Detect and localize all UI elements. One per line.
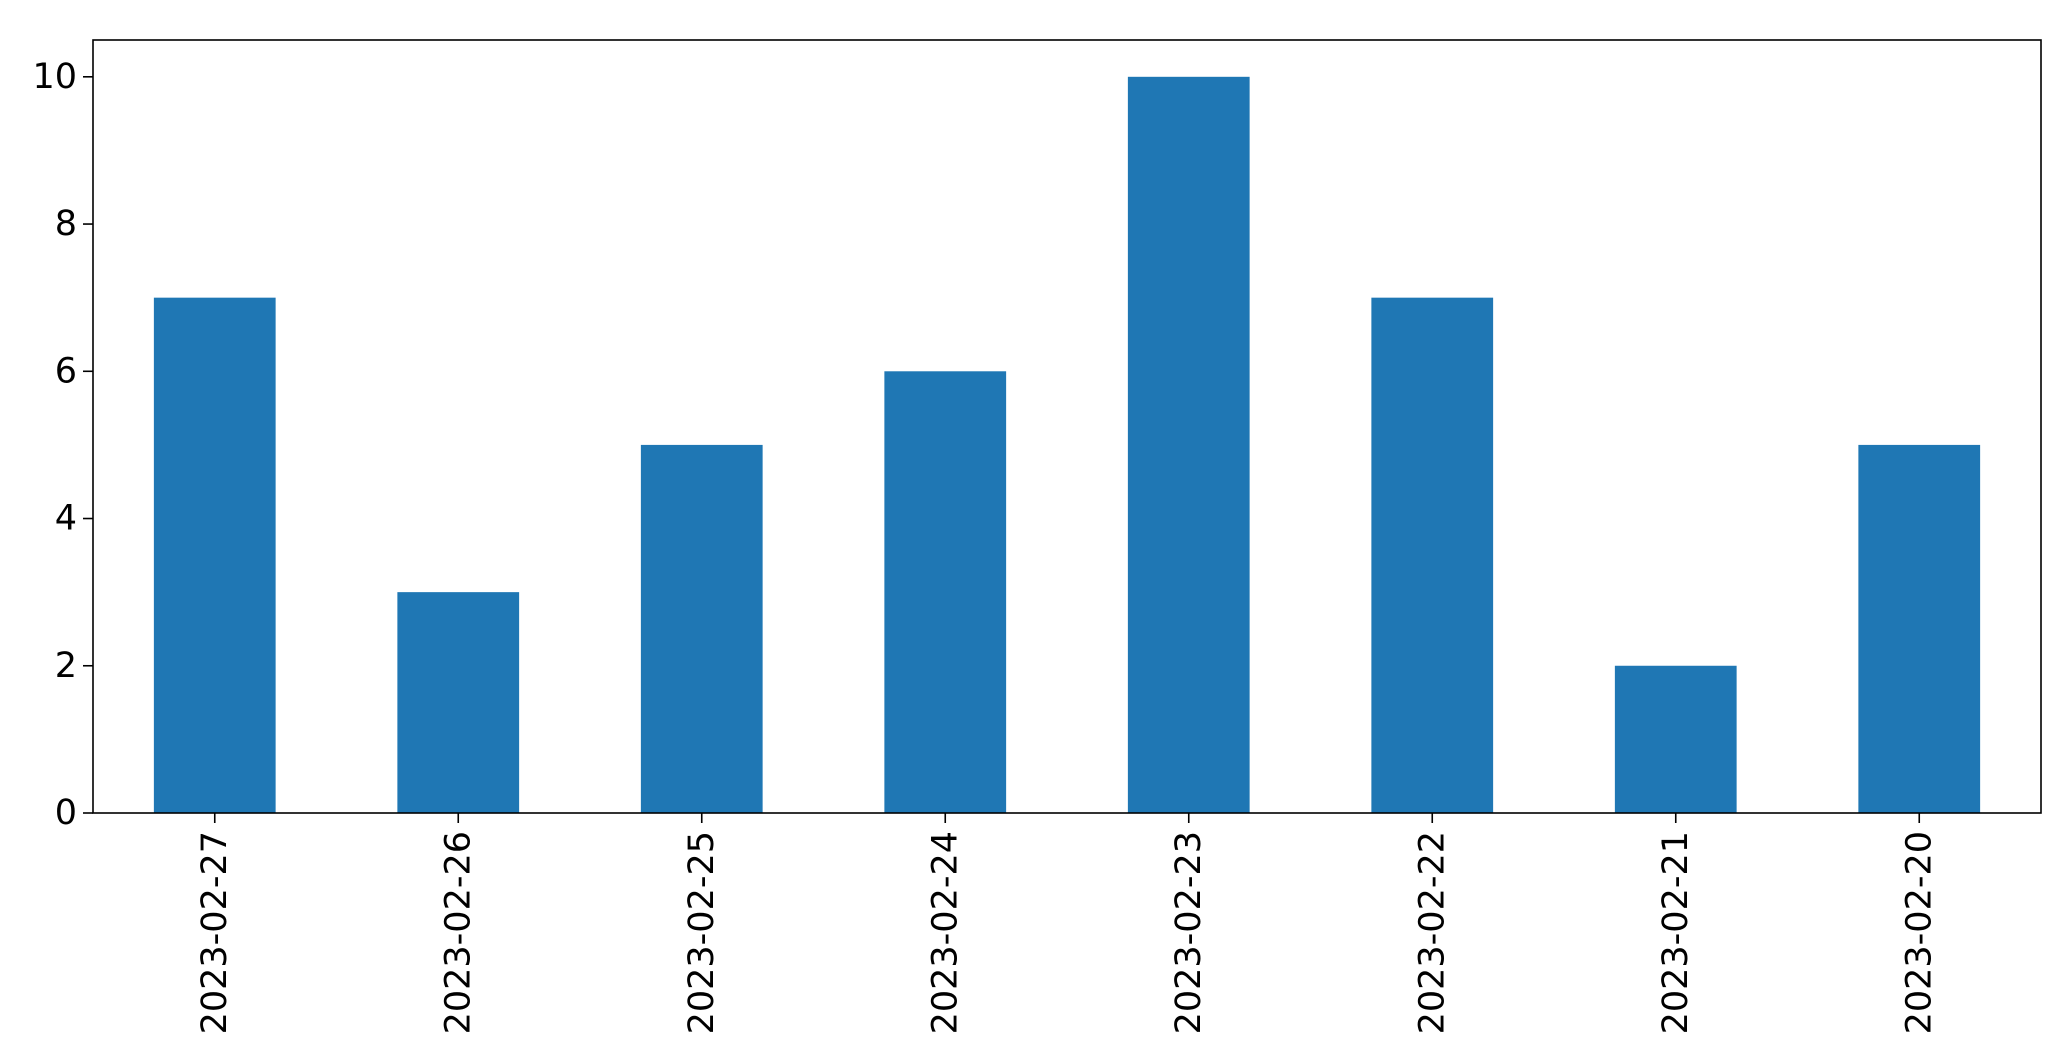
y-tick-label: 8 [55, 204, 77, 244]
bar-2023-02-26 [397, 592, 520, 813]
x-tick-label: 2023-02-24 [925, 831, 965, 1034]
bar-2023-02-24 [884, 371, 1007, 813]
x-tick-label: 2023-02-27 [195, 831, 235, 1034]
bars-group [153, 76, 1981, 814]
x-tick-label: 2023-02-26 [438, 831, 478, 1034]
bar-2023-02-25 [640, 444, 763, 813]
x-tick-label: 2023-02-25 [682, 831, 722, 1034]
bar-2023-02-21 [1614, 665, 1737, 813]
x-tick-label: 2023-02-21 [1656, 831, 1696, 1034]
y-tick-label: 2 [55, 646, 77, 686]
x-axis: 2023-02-27 2023-02-26 2023-02-25 2023-02-24… [195, 813, 1939, 1034]
bar-2023-02-23 [1127, 76, 1250, 814]
y-tick-label: 6 [55, 351, 77, 391]
x-tick-label: 2023-02-23 [1169, 831, 1209, 1034]
bar-2023-02-20 [1858, 444, 1981, 813]
bar-2023-02-22 [1371, 297, 1494, 814]
plot-frame [92, 39, 2042, 814]
y-tick-label: 10 [32, 57, 77, 97]
x-tick-label: 2023-02-22 [1412, 831, 1452, 1034]
y-tick-label: 4 [55, 499, 77, 539]
bar-2023-02-27 [153, 297, 276, 814]
y-tick-label: 0 [55, 793, 77, 833]
y-axis: 0 2 4 6 8 10 [32, 57, 93, 833]
x-tick-label: 2023-02-20 [1899, 831, 1939, 1034]
